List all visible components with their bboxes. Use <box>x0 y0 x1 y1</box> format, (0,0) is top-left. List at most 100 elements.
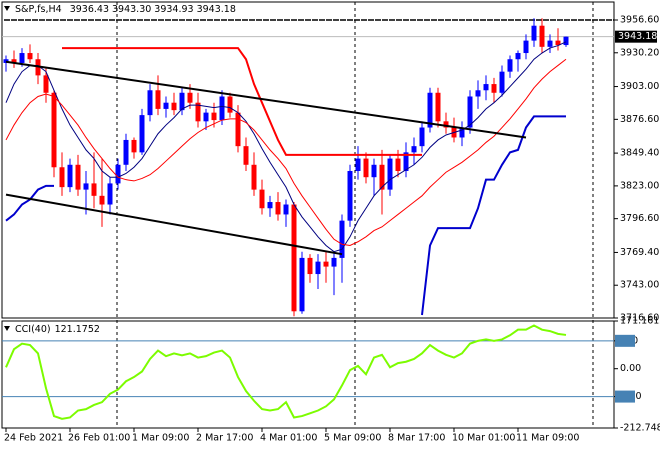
candle-body <box>83 183 89 190</box>
candle-body <box>347 170 353 221</box>
x-tick-label: 1 Mar 09:00 <box>132 433 189 444</box>
candle-body <box>211 112 217 121</box>
indicator-line <box>421 115 566 316</box>
candle-body <box>59 167 65 188</box>
candle-body <box>275 202 281 215</box>
candle-body <box>163 102 169 109</box>
candle-body <box>555 40 561 46</box>
trend-line <box>5 60 527 139</box>
candle-body <box>539 25 545 47</box>
last-price-box <box>615 30 657 43</box>
candle-body <box>387 158 393 190</box>
candle-body <box>219 96 225 121</box>
x-tick-label: 8 Mar 17:00 <box>388 433 445 444</box>
y-tick-label: 3769.40 <box>620 247 659 258</box>
candle-body <box>395 158 401 171</box>
candle-body <box>499 71 505 93</box>
candle-body <box>363 158 369 178</box>
candle-body <box>427 92 433 128</box>
candle-body <box>171 102 177 111</box>
level-box <box>615 334 635 347</box>
candle-body <box>51 92 57 168</box>
y-tick-label: 3930.20 <box>620 47 659 58</box>
candle-body <box>235 112 241 147</box>
candle-body <box>131 139 137 153</box>
candle-body <box>315 261 321 275</box>
cci-arrow <box>4 326 10 331</box>
y-tick-label: 3849.40 <box>620 148 659 159</box>
candle-body <box>379 164 385 190</box>
y-tick-label: -212.7487 <box>620 423 660 434</box>
candle-body <box>331 257 337 267</box>
candle-body <box>203 112 209 122</box>
candle-body <box>475 90 481 97</box>
x-tick-label: 11 Mar 09:00 <box>516 433 579 444</box>
x-tick-label: 5 Mar 09:00 <box>324 433 381 444</box>
cci-panel <box>1 320 615 429</box>
candle-body <box>531 25 537 41</box>
candle-body <box>227 96 233 113</box>
candle-body <box>467 96 473 128</box>
header-symbol: S&P,fs,H4 <box>15 4 62 15</box>
candle-body <box>99 195 105 205</box>
candle-body <box>547 40 553 47</box>
header: S&P,fs,H4 3936.43 3943.30 3934.93 3943.18 <box>15 4 236 15</box>
header-value: 3936.43 <box>70 4 109 15</box>
candle-body <box>195 102 201 122</box>
y-tick-label: 3743.00 <box>620 280 659 291</box>
indicator-line <box>5 324 567 420</box>
candle-body <box>443 121 449 128</box>
y-tick-label: 3876.60 <box>620 114 659 125</box>
candle-body <box>259 189 265 209</box>
candle-body <box>515 53 521 60</box>
candle-body <box>491 84 497 93</box>
x-tick-label: 10 Mar 01:00 <box>452 433 515 444</box>
candle-body <box>27 53 33 60</box>
candle-body <box>75 164 81 190</box>
header-arrow <box>4 6 10 11</box>
candle-body <box>507 59 513 72</box>
candle-body <box>323 261 329 267</box>
candle-body <box>147 90 153 116</box>
candle-body <box>307 257 313 275</box>
cci-title: CCI(40) <box>15 324 51 335</box>
y-tick-label: 171.1612 <box>620 316 660 327</box>
cci-header: CCI(40) 121.1752 <box>15 324 100 335</box>
x-tick-label: 24 Feb 2021 <box>4 433 63 444</box>
candle-body <box>123 139 129 165</box>
candle-body <box>563 36 569 46</box>
header-value: 3943.18 <box>197 4 236 15</box>
candle-body <box>243 146 249 165</box>
candle-body <box>251 164 257 190</box>
candle-body <box>339 220 345 258</box>
candle-body <box>179 92 185 111</box>
candle-body <box>3 59 9 63</box>
candle-body <box>91 183 97 196</box>
header-value: 3934.93 <box>154 4 193 15</box>
price-panel <box>1 1 615 319</box>
candle-body <box>435 92 441 122</box>
last-price-label: 3943.18 <box>618 31 657 42</box>
x-tick-label: 4 Mar 01:00 <box>260 433 317 444</box>
candle-body <box>155 90 161 109</box>
indicator-line <box>62 47 422 156</box>
candle-body <box>371 164 377 178</box>
candle-body <box>43 75 49 93</box>
candle-body <box>139 115 145 153</box>
indicator-line <box>5 41 567 253</box>
candle-body <box>523 40 529 54</box>
level-box <box>615 390 635 403</box>
trend-line <box>5 193 343 256</box>
y-tick-label: 3796.60 <box>620 213 659 224</box>
indicator-line <box>5 58 567 247</box>
y-tick-label: 3716.60 <box>620 313 659 324</box>
candle-body <box>419 127 425 147</box>
x-tick-label: 26 Feb 01:00 <box>68 433 130 444</box>
candle-body <box>355 158 361 171</box>
candle-body <box>67 164 73 188</box>
candle-body <box>459 127 465 138</box>
x-tick-label: 2 Mar 17:00 <box>196 433 253 444</box>
candle-body <box>403 152 409 171</box>
